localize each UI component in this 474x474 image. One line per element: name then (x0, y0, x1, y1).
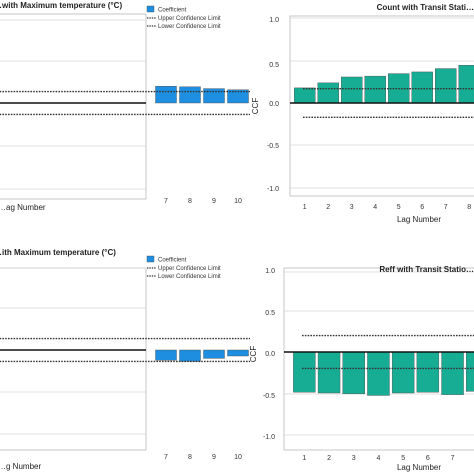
chart-2-y-axis-label: CCF (251, 98, 260, 115)
chart-4-y-axis-label: CCF (249, 346, 258, 363)
chart-4-x-tick-7: 7 (451, 455, 455, 462)
chart-4-bar-5 (391, 351, 415, 394)
chart-4-y-tick-5: -1.0 (263, 434, 275, 441)
chart-2-bar-3 (341, 76, 363, 104)
chart-3-legend-coefficient: Coefficient (158, 258, 187, 264)
chart-1-bar-9 (203, 88, 225, 104)
chart-4-bar-4 (367, 351, 390, 396)
chart-1-legend-swatch-coefficient (146, 5, 155, 13)
chart-4-y-tick-1: 1.0 (265, 268, 275, 275)
chart-4-y-tick-2: 0.5 (265, 310, 275, 317)
chart-4-x-tick-3: 3 (352, 455, 356, 462)
chart-2-x-tick-7: 7 (444, 204, 448, 211)
chart-3-title: …ith Maximum temperature (°C) (0, 248, 116, 257)
chart-1-bar-8 (179, 86, 201, 104)
chart-1-plot-frame (0, 13, 147, 200)
chart-4-bar-7 (441, 351, 464, 395)
chart-2-x-tick-4: 4 (373, 204, 377, 211)
chart-2-x-tick-1: 1 (303, 204, 307, 211)
chart-1-legend-coefficient: Coefficient (158, 8, 187, 14)
chart-1-title: …with Maximum temperature (°C) (0, 1, 122, 10)
chart-1-x-tick-8: 8 (188, 198, 192, 205)
chart-4-bar-3 (342, 351, 365, 395)
chart-4-x-tick-4: 4 (376, 455, 380, 462)
chart-4-x-tick-6: 6 (426, 455, 430, 462)
chart-4-bar-2 (317, 351, 341, 394)
chart-1-legend-lower: Lower Confidence Limit (158, 24, 221, 30)
chart-3-x-tick-7: 7 (164, 454, 168, 461)
chart-4-bar-8 (466, 351, 474, 392)
chart-4-y-tick-3: 0.0 (265, 351, 275, 358)
chart-4-bar-1 (293, 351, 316, 393)
chart-3-bar-9 (203, 349, 225, 359)
chart-3-bar-8 (179, 349, 201, 362)
chart-2-bar-1 (294, 87, 316, 104)
chart-2-y-tick-3: 0.0 (269, 101, 279, 108)
chart-2-bar-8 (458, 64, 474, 104)
chart-1-x-axis-label: …ag Number (0, 203, 46, 212)
chart-4-title: Reff with Transit Statio… (379, 265, 474, 274)
chart-2-bar-6 (411, 71, 433, 104)
chart-4-x-axis-label: Lag Number (397, 463, 441, 472)
chart-4-x-tick-2: 2 (327, 455, 331, 462)
chart-3-bar-10 (227, 349, 249, 357)
chart-3-legend-lower: Lower Confidence Limit (158, 274, 221, 280)
chart-2-plot-frame (289, 15, 474, 197)
chart-4-y-tick-4: -0.5 (263, 393, 275, 400)
chart-2-bar-7 (435, 68, 457, 104)
chart-3-legend-upper: Upper Confidence Limit (158, 266, 221, 272)
chart-2-title: Count with Transit Stati… (377, 3, 474, 12)
chart-4-bar-6 (416, 351, 440, 393)
chart-3-bar-7 (155, 349, 177, 361)
chart-2-y-tick-5: -1.0 (267, 186, 279, 193)
chart-1-x-tick-7: 7 (164, 198, 168, 205)
chart-1-x-tick-10: 10 (234, 198, 242, 205)
chart-2-y-tick-4: -0.5 (267, 143, 279, 150)
chart-2-x-tick-2: 2 (326, 204, 330, 211)
chart-4-x-tick-5: 5 (401, 455, 405, 462)
chart-2-x-tick-6: 6 (420, 204, 424, 211)
chart-3-legend-swatch-coefficient (146, 255, 155, 263)
chart-2-bar-2 (317, 82, 339, 104)
chart-3-x-tick-8: 8 (188, 454, 192, 461)
chart-2-y-tick-2: 0.5 (269, 62, 279, 69)
chart-2-x-axis-label: Lag Number (397, 215, 441, 224)
chart-3-x-axis-label: …g Number (0, 462, 41, 471)
chart-1-bar-10 (227, 89, 249, 104)
chart-3-plot-frame (0, 267, 147, 451)
chart-3-x-tick-10: 10 (234, 454, 242, 461)
chart-2-x-tick-8: 8 (467, 204, 471, 211)
chart-2-x-tick-5: 5 (397, 204, 401, 211)
chart-3-x-tick-9: 9 (212, 454, 216, 461)
chart-1-bar-7 (155, 85, 177, 104)
chart-4-x-tick-1: 1 (302, 455, 306, 462)
chart-2-bar-4 (364, 75, 386, 104)
chart-2-y-tick-1: 1.0 (269, 17, 279, 24)
chart-2-x-tick-3: 3 (350, 204, 354, 211)
chart-1-x-tick-9: 9 (212, 198, 216, 205)
chart-1-legend-upper: Upper Confidence Limit (158, 16, 221, 22)
